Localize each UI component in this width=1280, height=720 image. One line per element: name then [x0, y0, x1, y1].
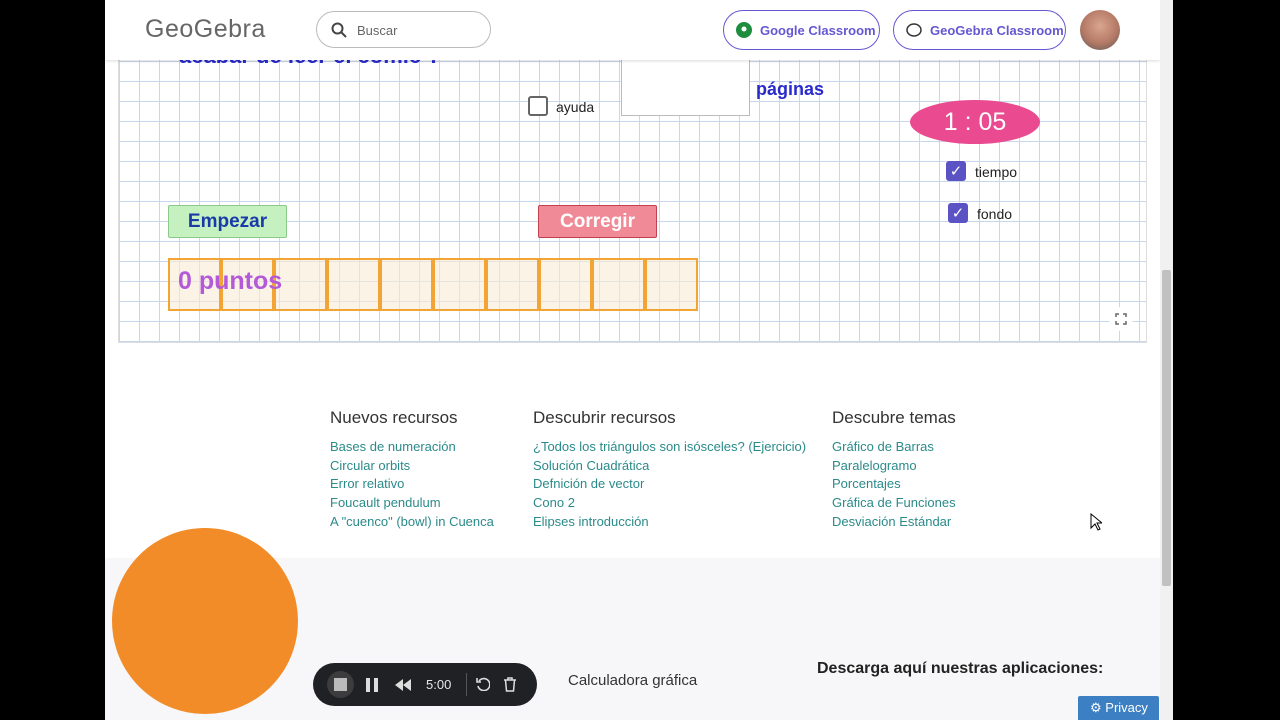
- footer-columns: Nuevos recursos Bases de numeración Circul…: [330, 408, 1032, 532]
- check-button[interactable]: Corregir: [538, 205, 657, 238]
- resource-link[interactable]: Porcentajes: [832, 476, 901, 492]
- download-heading: Descarga aquí nuestras aplicaciones:: [817, 660, 1104, 677]
- scrollbar-thumb[interactable]: [1162, 270, 1171, 586]
- fullscreen-button[interactable]: [1109, 307, 1133, 331]
- column-heading: Nuevos recursos: [330, 408, 458, 427]
- start-button[interactable]: Empezar: [168, 205, 287, 238]
- background-checkbox[interactable]: ✓: [948, 203, 968, 223]
- column-heading: Descubrir recursos: [533, 408, 676, 427]
- logo[interactable]: GeoGebra: [145, 15, 266, 43]
- cell: [380, 258, 433, 311]
- restart-button[interactable]: [476, 677, 490, 691]
- time-checkbox[interactable]: ✓: [946, 161, 966, 181]
- button-label: Google Classroom: [760, 23, 876, 38]
- footer-column: Nuevos recursos Bases de numeración Circul…: [330, 408, 533, 532]
- search-icon: [331, 22, 347, 38]
- rewind-button[interactable]: [395, 679, 411, 691]
- resource-link[interactable]: ¿Todos los triángulos son isósceles? (Ej…: [533, 439, 807, 454]
- cell: [168, 258, 221, 311]
- help-label: ayuda: [556, 99, 595, 115]
- cell: [221, 258, 274, 311]
- recorder-toolbar: 5:00: [313, 663, 537, 706]
- mouse-cursor: [1090, 513, 1102, 531]
- app-link[interactable]: Calculadora gráfica: [568, 672, 698, 689]
- resource-link[interactable]: Solución Cuadrática: [533, 457, 650, 473]
- geogebra-applet: acabar de leer el cómic ? ayuda páginas …: [118, 40, 1147, 343]
- resource-link[interactable]: Gráfica de Funciones: [832, 495, 956, 511]
- help-checkbox[interactable]: [528, 96, 548, 116]
- privacy-label: Privacy: [1105, 700, 1148, 715]
- resource-link[interactable]: Elipses introducción: [533, 513, 649, 529]
- resource-link[interactable]: Cono 2: [533, 495, 575, 511]
- geogebra-classroom-button[interactable]: GeoGebra Classroom: [893, 10, 1066, 50]
- resource-link[interactable]: Defnición de vector: [533, 476, 645, 492]
- resource-link[interactable]: Paralelogramo: [832, 457, 917, 473]
- resource-link[interactable]: A "cuenco" (bowl) in Cuenca: [330, 513, 494, 529]
- resource-link[interactable]: Foucault pendulum: [330, 495, 441, 511]
- resource-link[interactable]: Desviación Estándar: [832, 513, 952, 529]
- column-heading: Descubre temas: [832, 408, 956, 427]
- pause-button[interactable]: [366, 678, 378, 692]
- delete-button[interactable]: [503, 677, 517, 692]
- unit-label: páginas: [756, 79, 825, 99]
- background-label: fondo: [977, 206, 1013, 222]
- stop-button[interactable]: [327, 671, 354, 698]
- score-cells: [168, 258, 698, 311]
- web-page: GeoGebra Buscar Google Classroom GeoGebr…: [105, 0, 1160, 720]
- header: GeoGebra Buscar Google Classroom GeoGebr…: [105, 0, 1160, 60]
- cell: [645, 258, 698, 311]
- resource-link[interactable]: Error relativo: [330, 476, 405, 492]
- recording-time: 5:00: [426, 677, 452, 692]
- user-avatar[interactable]: [1080, 10, 1120, 50]
- resource-link[interactable]: Bases de numeración: [330, 439, 456, 454]
- cell: [592, 258, 645, 311]
- cell: [486, 258, 539, 311]
- button-label: GeoGebra Classroom: [930, 23, 1064, 38]
- search-placeholder: Buscar: [357, 23, 398, 38]
- cell: [539, 258, 592, 311]
- cell: [433, 258, 486, 311]
- footer-column: Descubre temas Gráfico de Barras Paralelog…: [832, 408, 1032, 532]
- webcam-overlay: [112, 528, 298, 714]
- cell: [327, 258, 380, 311]
- resource-link[interactable]: Circular orbits: [330, 457, 411, 473]
- resource-link[interactable]: Gráfico de Barras: [832, 439, 934, 454]
- score-text: 0 puntos: [178, 267, 283, 295]
- time-label: tiempo: [975, 164, 1018, 180]
- privacy-button[interactable]: ⚙ Privacy: [1078, 696, 1159, 720]
- separator: [466, 673, 467, 696]
- timer: 1 : 05: [910, 100, 1040, 144]
- footer-column: Descubrir recursos ¿Todos los triángulos …: [533, 408, 832, 532]
- google-classroom-button[interactable]: Google Classroom: [723, 10, 880, 50]
- icon: [906, 23, 922, 37]
- pages-input[interactable]: [621, 56, 750, 116]
- icon: [736, 22, 752, 38]
- search-box[interactable]: Buscar: [316, 11, 491, 48]
- cell: [274, 258, 327, 311]
